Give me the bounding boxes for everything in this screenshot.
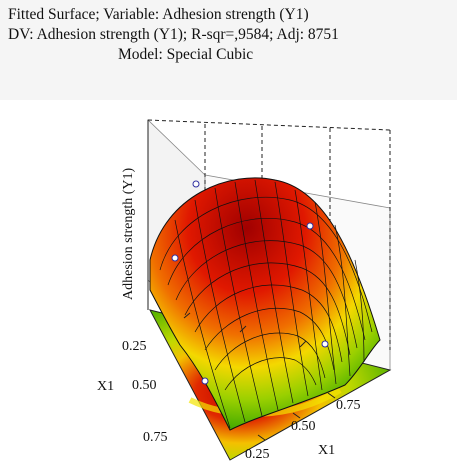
right-axis-tick: 0.50 [291,419,316,434]
data-point [171,254,179,262]
surface-plot: Adhesion strength (Y1) 0.25 0.50 0.75 X1… [40,119,392,462]
chart-subtitle: DV: Adhesion strength (Y1); R-sqr=,9584;… [8,26,339,43]
title-block: Fitted Surface; Variable: Adhesion stren… [0,0,457,100]
right-axis-label: X1 [318,443,335,458]
plot-area: Adhesion strength (Y1) 0.25 0.50 0.75 X1… [0,100,457,463]
chart-title: Fitted Surface; Variable: Adhesion stren… [8,6,309,23]
left-axis-tick: 0.75 [143,430,168,445]
data-point [306,222,314,230]
data-point [321,340,329,348]
tick-mask [40,338,110,370]
right-axis-tick: 0.25 [245,447,270,462]
left-axis-tick: 0.50 [132,378,157,393]
fitted-surface [149,177,381,431]
z-axis-label: Adhesion strength (Y1) [121,167,136,300]
left-axis-tick: 0.25 [122,339,147,354]
data-point [201,377,209,385]
model-label: Model: Special Cubic [118,46,254,63]
floor-ticks [183,312,336,441]
data-points [171,180,329,385]
right-axis-tick: 0.75 [336,398,361,413]
surface-mesh [159,179,373,429]
tick-mask [40,396,110,426]
data-point [192,180,200,188]
left-axis-label: X1 [97,379,114,394]
